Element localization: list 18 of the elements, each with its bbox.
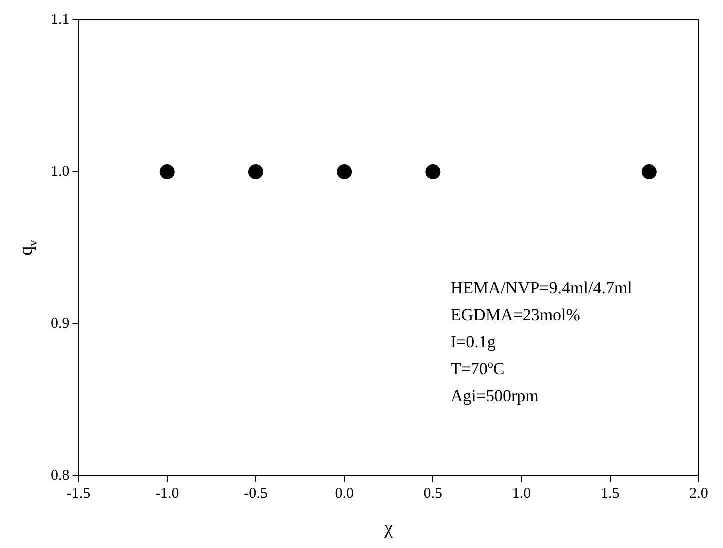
- x-tick-label: -1.0: [155, 486, 180, 502]
- x-axis-title: χ: [384, 518, 394, 539]
- x-tick-label: 1.5: [601, 486, 620, 502]
- y-tick-label: 1.1: [51, 12, 70, 28]
- x-tick-label: 0.5: [424, 486, 443, 502]
- x-tick-label: -0.5: [244, 486, 268, 502]
- x-tick-label: 0.0: [335, 486, 354, 502]
- y-tick-label: 0.8: [51, 468, 70, 484]
- annotation: HEMA/NVP=9.4ml/4.7ml: [450, 278, 633, 298]
- annotation: I=0.1g: [450, 332, 496, 352]
- x-tick-label: 2.0: [690, 486, 708, 502]
- y-tick-label: 1.0: [51, 164, 70, 180]
- annotation: EGDMA=23mol%: [450, 306, 580, 325]
- x-tick-label: -1.5: [66, 486, 91, 502]
- x-tick-label: 1.0: [512, 486, 532, 502]
- y-tick-label: 0.9: [51, 316, 70, 332]
- annotation: Agi=500rpm: [450, 386, 539, 406]
- y-axis-title: qv: [16, 239, 40, 256]
